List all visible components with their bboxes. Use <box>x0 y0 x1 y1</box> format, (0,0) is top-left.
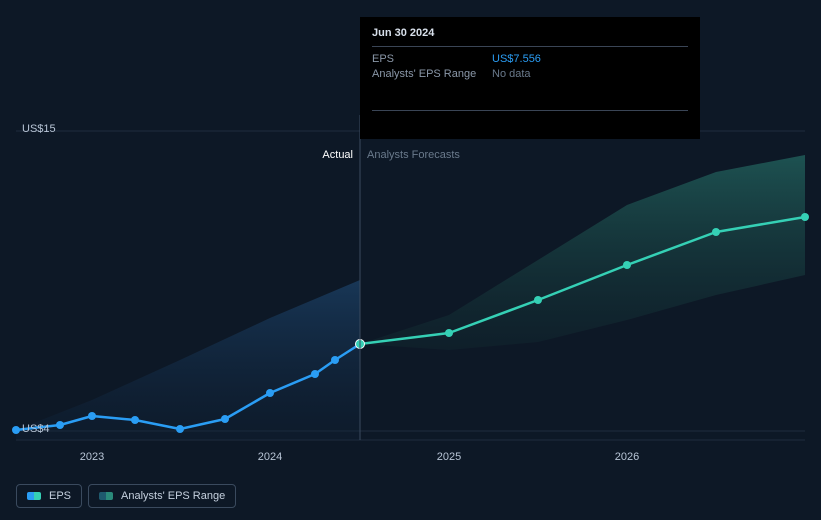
y-axis-label: US$15 <box>22 123 56 135</box>
tooltip-row-eps: EPS US$7.556 <box>372 53 688 65</box>
tooltip-value: No data <box>492 68 531 80</box>
eps-chart: US$15 US$4 2023 2024 2025 2026 Actual An… <box>0 0 821 520</box>
x-axis-label: 2025 <box>437 451 461 463</box>
tooltip-date: Jun 30 2024 <box>372 27 688 47</box>
chart-tooltip: Jun 30 2024 EPS US$7.556 Analysts' EPS R… <box>360 17 700 139</box>
x-axis-label: 2024 <box>258 451 282 463</box>
tooltip-divider <box>372 110 688 111</box>
legend-item-range[interactable]: Analysts' EPS Range <box>88 484 236 508</box>
x-axis-label: 2023 <box>80 451 104 463</box>
legend-item-eps[interactable]: EPS <box>16 484 82 508</box>
tooltip-key: EPS <box>372 53 492 65</box>
legend-swatch-icon <box>27 492 41 500</box>
chart-legend: EPS Analysts' EPS Range <box>16 484 236 508</box>
section-label-actual: Actual <box>322 149 353 161</box>
tooltip-value: US$7.556 <box>492 53 541 65</box>
section-label-forecast: Analysts Forecasts <box>367 149 460 161</box>
legend-label: Analysts' EPS Range <box>121 490 225 502</box>
legend-label: EPS <box>49 490 71 502</box>
x-axis-label: 2026 <box>615 451 639 463</box>
y-axis-label: US$4 <box>22 423 50 435</box>
tooltip-key: Analysts' EPS Range <box>372 68 492 80</box>
legend-swatch-icon <box>99 492 113 500</box>
tooltip-row-range: Analysts' EPS Range No data <box>372 68 688 80</box>
